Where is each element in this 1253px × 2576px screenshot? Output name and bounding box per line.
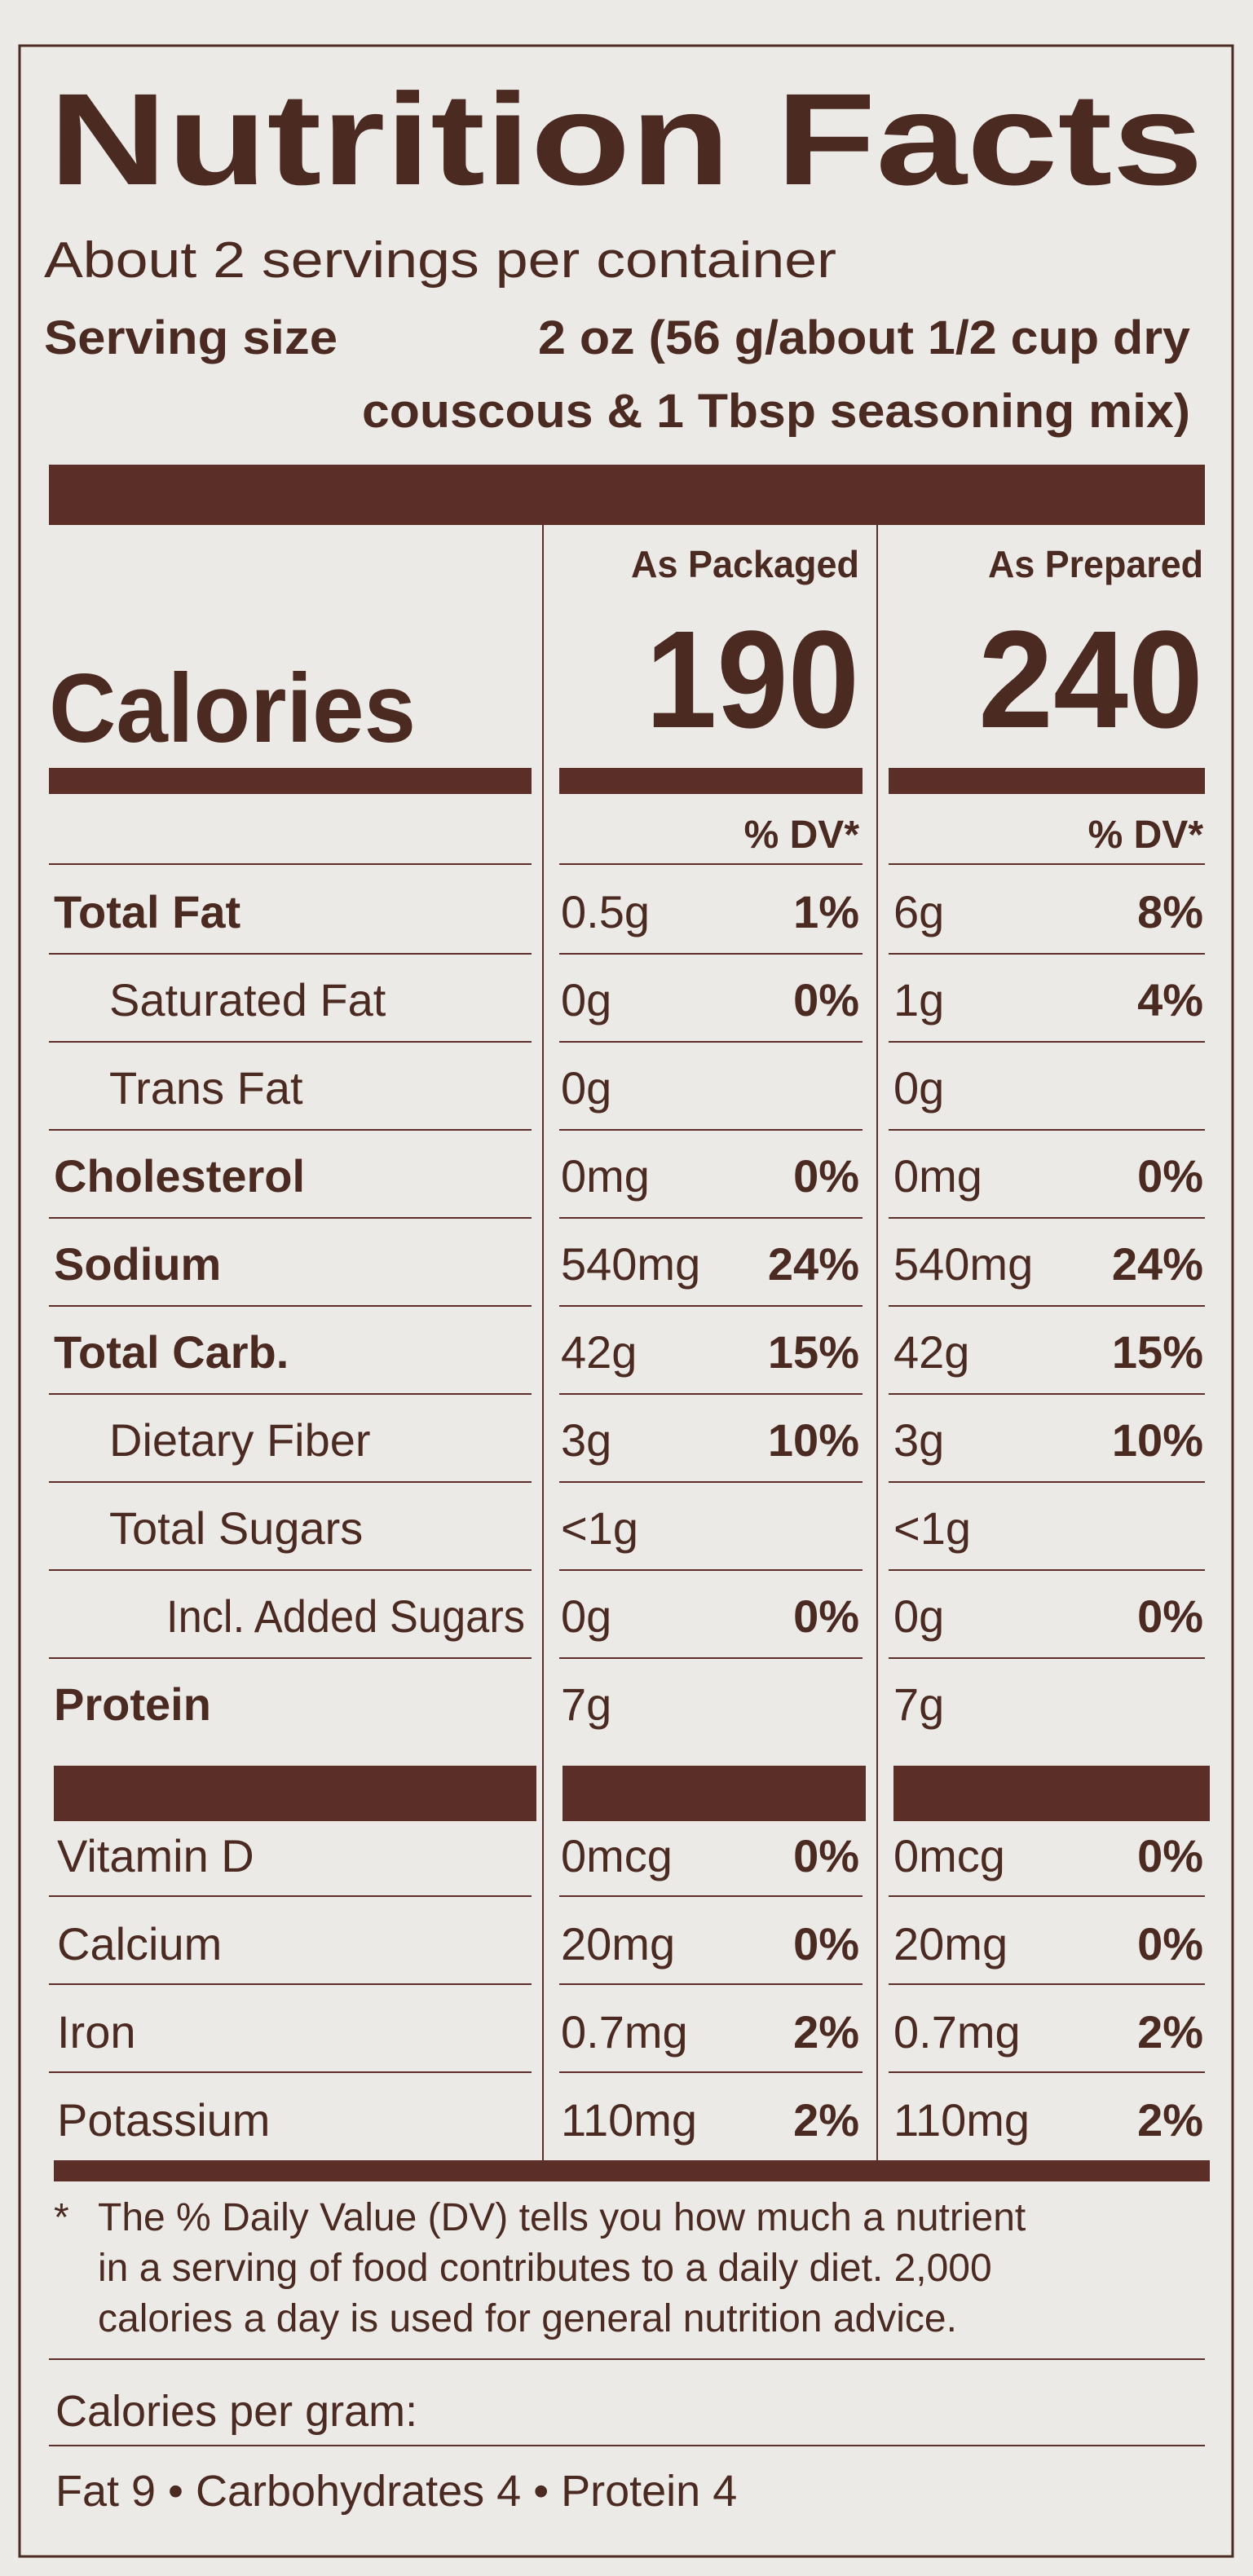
amount: 42g: [893, 1326, 969, 1378]
daily-value: 0%: [1137, 1918, 1203, 1969]
amount: 0g: [893, 1062, 944, 1114]
daily-value: 0%: [793, 1830, 859, 1881]
amount: 0g: [893, 1590, 944, 1642]
daily-value: 10%: [1112, 1414, 1203, 1466]
daily-value: 15%: [768, 1326, 859, 1378]
amount: 3g: [561, 1414, 611, 1466]
daily-value: 0%: [1137, 1150, 1203, 1202]
serving-size-value: 2 oz (56 g/about 1/2 cup dry: [538, 311, 1190, 364]
amount: 0.7mg: [561, 2006, 688, 2058]
nutrient-name: Saturated Fat: [109, 974, 386, 1026]
nutrient-name: Vitamin D: [57, 1830, 254, 1881]
daily-value: 15%: [1112, 1326, 1203, 1378]
amount: 0g: [561, 1062, 611, 1114]
amount: 0mcg: [561, 1830, 673, 1881]
calories-value: 240: [978, 602, 1203, 757]
amount: 540mg: [893, 1238, 1033, 1290]
nutrient-name: Total Sugars: [109, 1502, 363, 1554]
amount: 0g: [561, 1590, 611, 1642]
nutrient-name: Protein: [54, 1678, 211, 1730]
daily-value: 1%: [793, 886, 859, 937]
amount: 42g: [561, 1326, 637, 1378]
nutrient-name: Trans Fat: [109, 1062, 303, 1114]
calories-per-gram-label: Calories per gram:: [55, 2387, 417, 2436]
amount: 7g: [561, 1678, 611, 1730]
daily-value: 2%: [1137, 2006, 1203, 2058]
footnote: The % Daily Value (DV) tells you how muc…: [98, 2196, 1026, 2340]
daily-value: 0%: [793, 974, 859, 1026]
amount: 0g: [561, 974, 611, 1026]
servings: About 2 servings per container: [44, 232, 836, 289]
amount: 0.7mg: [893, 2006, 1021, 2058]
nutrient-name: Cholesterol: [54, 1150, 305, 1202]
column-header: As Prepared: [988, 543, 1203, 585]
serving-size-label: Serving size: [44, 311, 338, 364]
footnote-line: The % Daily Value (DV) tells you how muc…: [98, 2196, 1026, 2239]
nutrient-name: Total Fat: [54, 886, 240, 937]
daily-value: 24%: [1112, 1238, 1203, 1290]
daily-value: 0%: [793, 1918, 859, 1969]
thick-bar: [54, 2160, 1210, 2181]
title: Nutrition Facts: [49, 66, 1203, 212]
amount: 20mg: [561, 1918, 675, 1969]
daily-value: 2%: [793, 2094, 859, 2146]
daily-value: 0%: [1137, 1830, 1203, 1881]
nutrient-name: Sodium: [54, 1238, 221, 1290]
thick-bar: [563, 1766, 866, 1821]
bar: [49, 768, 532, 794]
amount: 110mg: [893, 2094, 1030, 2146]
footnote-line: in a serving of food contributes to a da…: [98, 2247, 992, 2290]
bar: [559, 768, 863, 794]
nutrient-name: Dietary Fiber: [109, 1414, 371, 1466]
calories-value: 190: [646, 602, 859, 757]
amount: 0mcg: [893, 1830, 1005, 1881]
dv-header: % DV*: [744, 814, 860, 857]
nutrient-name: Calcium: [57, 1918, 222, 1969]
nutrient-name: Iron: [57, 2006, 136, 2058]
nutrient-rows: Total Fat 0.5g 1% 6g 8% Saturated Fat 0g 0% 1g 4%…: [49, 863, 1210, 2146]
daily-value: 0%: [793, 1150, 859, 1202]
amount: <1g: [893, 1502, 971, 1554]
dv-header: % DV*: [1088, 814, 1204, 857]
amount: 540mg: [561, 1238, 700, 1290]
amount: 0.5g: [561, 886, 650, 937]
calories-label: Calories: [49, 654, 416, 763]
calories-per-gram: Fat 9 • Carbohydrates 4 • Protein 4: [55, 2467, 737, 2516]
nutrient-name: Potassium: [57, 2094, 270, 2146]
daily-value: 8%: [1137, 886, 1203, 937]
daily-value: 0%: [1137, 1590, 1203, 1642]
amount: 0mg: [893, 1150, 982, 1202]
daily-value: 24%: [768, 1238, 859, 1290]
thick-bar: [893, 1766, 1210, 1821]
amount: 3g: [893, 1414, 944, 1466]
thick-bar: [54, 1766, 536, 1821]
daily-value: 2%: [793, 2006, 859, 2058]
amount: 1g: [893, 974, 944, 1026]
nutrient-name: Incl. Added Sugars: [166, 1590, 525, 1642]
serving-size-value: couscous & 1 Tbsp seasoning mix): [362, 385, 1190, 438]
footnote-line: calories a day is used for general nutri…: [98, 2297, 957, 2340]
amount: <1g: [561, 1502, 638, 1554]
nutrient-name: Total Carb.: [54, 1326, 289, 1378]
bar: [889, 768, 1205, 794]
border: [18, 44, 1234, 2558]
footnote-mark: *: [54, 2196, 69, 2239]
daily-value: 4%: [1137, 974, 1203, 1026]
daily-value: 0%: [793, 1590, 859, 1642]
thick-bar: [49, 465, 1205, 525]
amount: 6g: [893, 886, 944, 937]
amount: 0mg: [561, 1150, 650, 1202]
column-header: As Packaged: [631, 543, 859, 585]
amount: 20mg: [893, 1918, 1008, 1969]
daily-value: 2%: [1137, 2094, 1203, 2146]
amount: 7g: [893, 1678, 944, 1730]
amount: 110mg: [561, 2094, 697, 2146]
daily-value: 10%: [768, 1414, 859, 1466]
